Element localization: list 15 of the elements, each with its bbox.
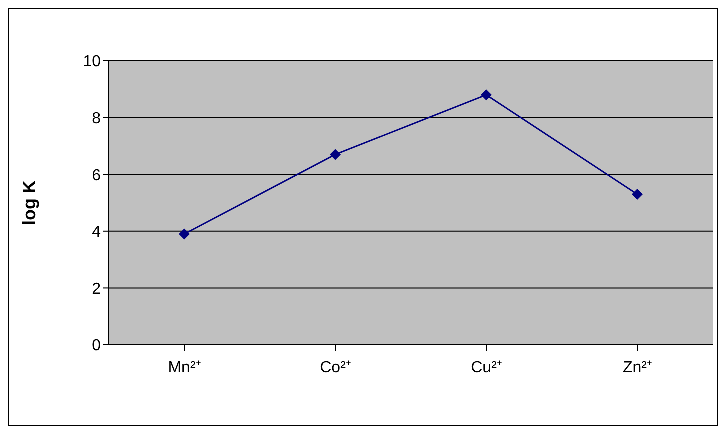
y-tick-label: 6: [92, 167, 102, 184]
x-tick-label: Co²⁺: [320, 359, 351, 376]
point: [481, 90, 492, 101]
point: [632, 188, 643, 200]
x-tick-label: Mn²⁺: [168, 359, 201, 376]
y-tick-label: 2: [92, 280, 102, 298]
x-tick-label: Zn²⁺: [623, 359, 652, 376]
y-tick-label: 0: [92, 338, 102, 355]
y-tick-label: 10: [83, 54, 102, 71]
x-tick-label: Cu²⁺: [471, 359, 502, 376]
y-axis-title: log K: [19, 180, 40, 226]
y-tick-label: 8: [92, 110, 102, 128]
point: [179, 228, 190, 240]
y-tick-label: 4: [92, 224, 102, 242]
point: [330, 149, 341, 160]
